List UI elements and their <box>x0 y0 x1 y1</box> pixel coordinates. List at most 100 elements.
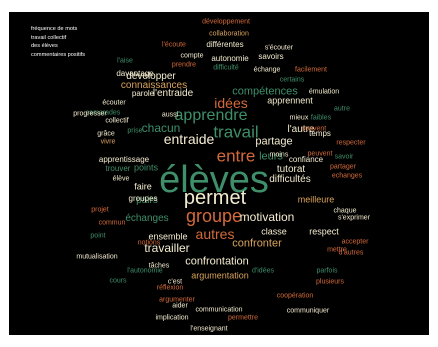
cloud-word: temps <box>309 129 331 138</box>
cloud-word: respecter <box>336 139 366 147</box>
cloud-word: parfois <box>316 267 338 275</box>
cloud-word: commun <box>98 219 126 227</box>
cloud-word: projet <box>91 206 109 214</box>
cloud-word: d'idées <box>252 267 274 275</box>
cloud-word: facilement <box>295 66 327 74</box>
cloud-word: entre <box>216 146 256 166</box>
cloud-word: apprendre <box>174 107 248 124</box>
cloud-word: l'autonomie <box>127 267 163 275</box>
cloud-word: permet <box>183 187 247 209</box>
cloud-word: coopération <box>276 292 314 300</box>
cloud-word: l'autre <box>287 124 315 135</box>
cloud-word: confronter <box>232 237 282 250</box>
cloud-word: partage <box>255 135 293 148</box>
cloud-word: groupes <box>128 194 158 203</box>
cloud-word: échange <box>253 66 281 74</box>
legend-line: des élèves <box>31 43 58 50</box>
cloud-word: d'autres <box>338 249 364 257</box>
cloud-word: argumentation <box>191 270 249 281</box>
cloud-word: point <box>90 232 106 240</box>
cloud-word: prendre <box>171 61 197 69</box>
cloud-word: l'écoute <box>162 41 186 49</box>
cloud-word: classe <box>261 226 287 237</box>
cloud-word: camarades <box>85 109 121 117</box>
cloud-word: faire <box>134 181 152 192</box>
cloud-word: collaboration <box>209 30 249 38</box>
cloud-word: grâce <box>97 130 115 138</box>
cloud-word: notions <box>137 239 161 247</box>
cloud-word: peuvent <box>307 150 333 158</box>
cloud-word: permettre <box>228 314 258 322</box>
cloud-word: entraide <box>163 131 215 147</box>
cloud-word: émulation <box>308 88 340 96</box>
cloud-word: implication <box>155 314 189 322</box>
cloud-word: développement <box>202 18 250 26</box>
cloud-word: argumenter <box>159 296 195 304</box>
cloud-word: idées <box>214 95 248 111</box>
cloud-word: davantage <box>116 69 154 78</box>
legend: fréquence de mots travail collectif des … <box>31 25 85 59</box>
cloud-word: faibles <box>310 114 332 122</box>
cloud-word: echanges <box>331 172 363 180</box>
cloud-word: tutorat <box>276 164 306 175</box>
cloud-word: plusieurs <box>315 278 345 286</box>
cloud-word: prise <box>127 127 143 135</box>
cloud-word: compétences <box>232 85 298 98</box>
cloud-word: tâches <box>148 262 170 270</box>
cloud-word: points <box>133 162 159 173</box>
cloud-word: parole <box>131 89 155 98</box>
cloud-word: meilleure <box>297 194 335 205</box>
cloud-word: s'écouter <box>264 44 294 52</box>
cloud-word: respect <box>309 226 339 237</box>
cloud-word: moins <box>269 151 289 159</box>
cloud-word: chacun <box>141 121 181 135</box>
cloud-word: difficultés <box>269 174 311 185</box>
cloud-word: l'aise <box>117 57 133 65</box>
cloud-word: mieux <box>289 114 309 122</box>
cloud-word: pairs <box>136 195 158 206</box>
cloud-word: l'enseignant <box>190 325 228 333</box>
cloud-word: échanges <box>125 213 169 224</box>
cloud-word: autonomie <box>211 54 249 63</box>
cloud-word: difficulté <box>213 64 239 72</box>
cloud-word: connaissances <box>120 80 188 91</box>
cloud-word: aider <box>172 302 188 310</box>
cloud-word: cours <box>109 277 127 285</box>
cloud-word: aussi <box>161 111 179 119</box>
cloud-word: savoir <box>334 153 354 161</box>
cloud-word: vivre <box>100 138 116 146</box>
cloud-word: élèves <box>159 159 269 201</box>
legend-line: commentaires positifs <box>31 51 86 58</box>
cloud-word: l'entraide <box>152 88 194 99</box>
cloud-word: ensemble <box>148 231 188 242</box>
cloud-word: autre <box>334 105 350 113</box>
cloud-word: élève <box>112 175 130 183</box>
cloud-word: savoirs <box>258 52 284 61</box>
cloud-word: progresser <box>73 110 107 118</box>
cloud-word: écouter <box>102 99 126 107</box>
cloud-word: mettre <box>327 246 347 254</box>
cloud-word: accepter <box>341 238 369 246</box>
cloud-word: partager <box>329 163 357 171</box>
cloud-word: compte <box>180 52 204 60</box>
cloud-word: c'est <box>167 278 183 286</box>
cloud-word: réflexion <box>156 284 184 292</box>
cloud-word: travail <box>213 122 259 142</box>
cloud-word: certains <box>279 76 305 84</box>
cloud-word: leurs <box>259 150 283 163</box>
legend-line: fréquence de mots <box>31 26 78 32</box>
cloud-word: motivation <box>239 210 295 224</box>
cloud-word: différentes <box>206 40 244 49</box>
cloud-word: chaque <box>333 207 357 215</box>
word-cloud-panel: fréquence de mots travail collectif des … <box>9 12 429 335</box>
cloud-word: autres <box>195 226 235 242</box>
cloud-word: mutualisation <box>76 253 118 261</box>
cloud-word: s'exprimer <box>337 214 371 222</box>
cloud-word: groupe <box>185 206 243 226</box>
cloud-word: confiance <box>288 155 324 164</box>
cloud-word: communiquer <box>286 307 330 315</box>
cloud-word: trouver <box>105 164 131 173</box>
legend-line: travail collectif <box>31 34 67 41</box>
cloud-word: souvent <box>301 125 327 133</box>
cloud-word: apprentissage <box>98 155 150 164</box>
